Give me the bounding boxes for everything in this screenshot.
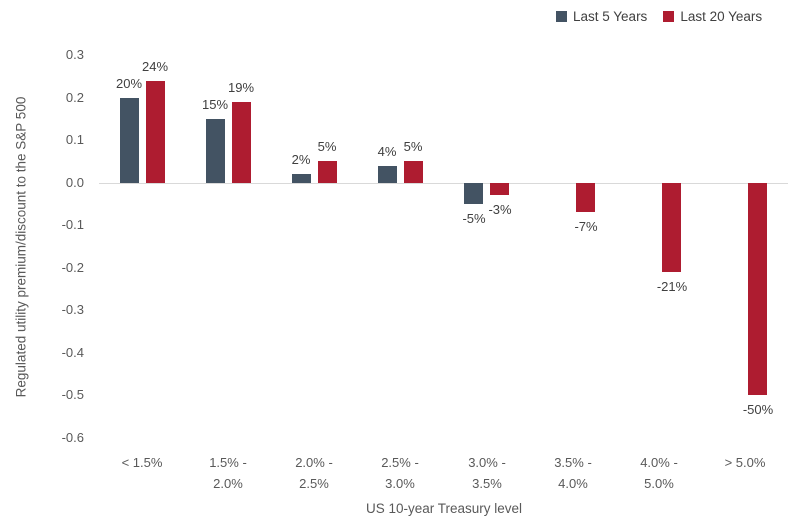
y-axis-tick-label: -0.3 xyxy=(61,302,84,317)
x-axis-category-label: 2.0% -2.5% xyxy=(295,455,333,491)
legend-item-last-20-years: Last 20 Years xyxy=(663,9,762,24)
bar-last-20-years xyxy=(490,183,509,195)
y-axis-tick-label: 0.2 xyxy=(65,90,84,105)
x-axis-title: US 10-year Treasury level xyxy=(365,501,523,516)
bar-last-5-years xyxy=(206,119,225,183)
legend-swatch-last-5-years-icon xyxy=(556,11,567,22)
bar-last-20-years xyxy=(662,183,681,272)
bar-value-label: -7% xyxy=(574,219,598,234)
bar-last-20-years xyxy=(748,183,767,395)
bar-last-5-years xyxy=(378,166,397,183)
y-axis-tick-label: -0.2 xyxy=(61,260,84,275)
bar-value-label: 24% xyxy=(141,59,169,74)
x-axis-category-label: 4.0% -5.0% xyxy=(640,455,678,491)
y-axis-tick-label: -0.6 xyxy=(61,430,84,445)
bar-value-label: -3% xyxy=(488,202,512,217)
y-axis-tick-label: -0.4 xyxy=(61,345,84,360)
x-axis-category-label: > 5.0% xyxy=(724,455,766,470)
y-axis-tick-label: 0.1 xyxy=(65,132,84,147)
bar-last-5-years xyxy=(292,174,311,183)
legend-swatch-last-20-years-icon xyxy=(663,11,675,22)
x-axis-category-label: 2.5% -3.0% xyxy=(381,455,419,491)
bar-last-20-years xyxy=(146,81,165,183)
bar-last-20-years xyxy=(576,183,595,212)
x-axis-category-label: 3.0% -3.5% xyxy=(468,455,506,491)
legend-label: Last 5 Years xyxy=(573,9,648,24)
legend-item-last-5-years: Last 5 Years xyxy=(556,9,647,24)
bar-last-5-years xyxy=(120,98,139,183)
bar-value-label: 2% xyxy=(291,152,311,167)
bar-value-label: 19% xyxy=(227,80,255,95)
bar-last-20-years xyxy=(232,102,251,183)
y-axis-tick-label: 0.0 xyxy=(65,175,84,190)
bar-last-20-years xyxy=(404,161,423,183)
x-axis-category-label: 3.5% -4.0% xyxy=(554,455,592,491)
x-axis-category-label: 1.5% -2.0% xyxy=(209,455,247,491)
x-axis-category-label: < 1.5% xyxy=(121,455,163,470)
zero-baseline xyxy=(99,183,788,184)
y-axis-tick-label: -0.1 xyxy=(61,217,84,232)
bar-value-label: 4% xyxy=(377,144,397,159)
bar-value-label: 5% xyxy=(403,139,423,154)
y-axis-tick-label: 0.3 xyxy=(65,47,84,62)
bar-value-label: 20% xyxy=(115,76,143,91)
legend: Last 5 Years Last 20 Years xyxy=(556,9,762,24)
bar-value-label: 15% xyxy=(201,97,229,112)
bar-value-label: -5% xyxy=(462,211,486,226)
legend-label: Last 20 Years xyxy=(680,9,763,24)
y-axis-tick-label: -0.5 xyxy=(61,387,84,402)
bar-value-label: 5% xyxy=(317,139,337,154)
bar-value-label: -50% xyxy=(742,402,774,417)
bar-last-20-years xyxy=(318,161,337,183)
bar-value-label: -21% xyxy=(656,279,688,294)
bar-last-5-years xyxy=(464,183,483,204)
